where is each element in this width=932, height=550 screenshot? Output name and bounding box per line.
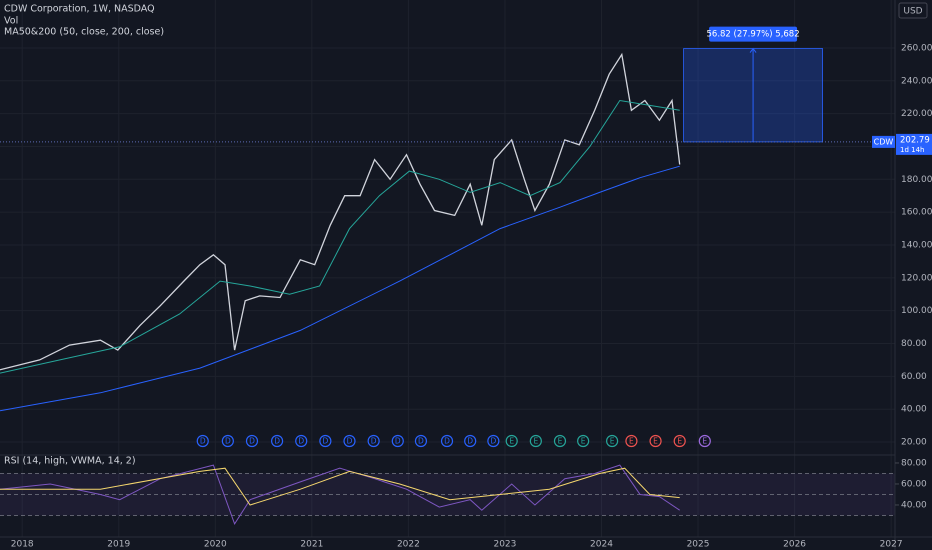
price-tag-value: 202.79 xyxy=(900,135,930,145)
x-tick-label: 2020 xyxy=(204,540,227,550)
event-label: D xyxy=(467,437,473,446)
event-label: D xyxy=(225,437,231,446)
event-label: E xyxy=(581,437,586,446)
x-tick-label: 2027 xyxy=(880,540,903,550)
measure-label-box xyxy=(709,26,798,42)
event-label: D xyxy=(249,437,255,446)
event-marker[interactable] xyxy=(295,434,308,448)
event-label: D xyxy=(322,437,328,446)
event-label: D xyxy=(200,437,206,446)
event-marker[interactable] xyxy=(529,434,542,448)
event-label: E xyxy=(702,437,707,446)
event-label: E xyxy=(610,437,615,446)
event-label: D xyxy=(444,437,450,446)
event-marker[interactable] xyxy=(221,434,234,448)
x-tick-label: 2022 xyxy=(397,540,420,550)
currency[interactable]: USD xyxy=(903,7,922,17)
measure-arrowhead xyxy=(749,47,757,53)
event-marker[interactable] xyxy=(319,434,332,448)
x-tick-label: 2019 xyxy=(107,540,130,550)
event-marker[interactable] xyxy=(196,434,209,448)
y-tick-label: 80.00 xyxy=(901,458,927,468)
event-marker[interactable] xyxy=(391,434,404,448)
event-marker[interactable] xyxy=(553,434,567,448)
price-tag xyxy=(896,133,932,155)
x-tick-label: 2024 xyxy=(590,540,613,550)
event-marker[interactable] xyxy=(577,434,590,448)
event-label: D xyxy=(371,437,377,446)
y-tick-label: 20.00 xyxy=(901,438,927,448)
currency-box[interactable] xyxy=(898,2,928,19)
y-tick-label: 100.00 xyxy=(901,306,932,316)
event-marker[interactable] xyxy=(367,434,380,448)
event-marker[interactable] xyxy=(649,434,662,448)
event-marker[interactable] xyxy=(245,434,259,448)
event-marker[interactable] xyxy=(414,434,428,448)
y-tick-label: 160.00 xyxy=(901,208,932,218)
event-label: E xyxy=(509,437,514,446)
series-line xyxy=(0,165,680,412)
event-label: E xyxy=(533,437,538,446)
event-label: E xyxy=(653,437,658,446)
event-label: D xyxy=(298,437,304,446)
event-label: D xyxy=(418,437,424,446)
event-marker[interactable] xyxy=(505,434,518,448)
price-tag-countdown: 1d 14h xyxy=(900,146,924,154)
event-marker[interactable] xyxy=(464,434,477,448)
chart-title: CDW Corporation, 1W, NASDAQ xyxy=(4,4,155,15)
x-tick-label: 2018 xyxy=(11,540,34,550)
measure-label: 56.82 (27.97%) 5,682 xyxy=(707,30,800,40)
event-marker[interactable] xyxy=(343,434,356,448)
series-line xyxy=(0,52,681,371)
event-label: E xyxy=(558,437,563,446)
x-tick-label: 2021 xyxy=(300,540,323,550)
event-label: D xyxy=(347,437,353,446)
event-label: D xyxy=(274,437,280,446)
series-line xyxy=(0,99,680,374)
event-label: E xyxy=(677,437,682,446)
event-marker[interactable] xyxy=(270,434,284,448)
event-label: D xyxy=(490,437,496,446)
y-tick-label: 40.00 xyxy=(901,405,927,415)
event-marker[interactable] xyxy=(625,434,638,448)
y-tick-label: 140.00 xyxy=(901,240,932,250)
series-line xyxy=(0,467,680,506)
y-tick-label: 180.00 xyxy=(901,175,932,185)
x-tick-label: 2023 xyxy=(493,540,516,550)
event-marker[interactable] xyxy=(673,434,686,448)
indicator-label[interactable]: Vol xyxy=(4,16,18,27)
event-marker[interactable] xyxy=(606,434,619,448)
y-tick-label: 40.00 xyxy=(901,500,927,510)
rsi-title[interactable]: RSI (14, high, VWMA, 14, 2) xyxy=(4,456,136,467)
indicator-label[interactable]: MA50&200 (50, close, 200, close) xyxy=(4,27,164,38)
event-marker[interactable] xyxy=(440,434,454,448)
symbol-tag-label: CDW xyxy=(874,137,894,146)
event-label: D xyxy=(395,437,401,446)
symbol-tag xyxy=(872,135,895,148)
y-tick-label: 60.00 xyxy=(901,372,927,382)
event-marker[interactable] xyxy=(698,434,711,448)
y-tick-label: 60.00 xyxy=(901,479,927,489)
y-tick-label: 240.00 xyxy=(901,76,932,86)
event-marker[interactable] xyxy=(487,434,500,448)
x-tick-label: 2025 xyxy=(687,540,710,550)
y-tick-label: 120.00 xyxy=(901,273,932,283)
y-tick-label: 220.00 xyxy=(901,109,932,119)
y-tick-label: 260.00 xyxy=(901,43,932,53)
x-tick-label: 2026 xyxy=(783,540,806,550)
event-label: E xyxy=(629,437,634,446)
series-line xyxy=(0,464,680,526)
y-tick-label: 80.00 xyxy=(901,339,927,349)
